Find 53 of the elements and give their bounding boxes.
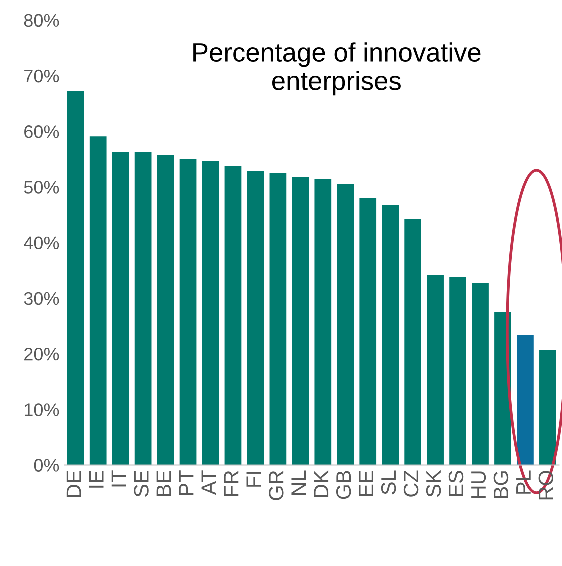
bar — [90, 136, 107, 466]
bar — [292, 177, 310, 466]
x-tick-label: ES — [448, 471, 464, 496]
x-tick-label: PL — [516, 470, 531, 494]
x-tick-label: DE — [66, 471, 82, 498]
x-tick-label: EE — [359, 471, 374, 496]
bar — [157, 156, 174, 466]
bar — [180, 159, 197, 466]
x-tick-label: GR — [269, 471, 284, 500]
bar — [67, 92, 84, 466]
x-tick-label: SL — [381, 470, 396, 495]
bar — [202, 161, 220, 466]
y-tick-label: 50% — [24, 181, 60, 194]
y-tick-label: 40% — [24, 236, 60, 250]
bar — [247, 171, 264, 466]
bar — [360, 198, 377, 466]
x-tick-label: IT — [112, 470, 126, 487]
bar — [517, 335, 534, 466]
y-tick-label: 10% — [25, 404, 60, 416]
y-tick-label: 30% — [24, 292, 60, 306]
bar — [314, 179, 332, 466]
y-tick-label: 0% — [34, 459, 60, 472]
text: Percentage of innovative enterprises — [194, 42, 481, 96]
bar — [134, 152, 152, 466]
x-tick-label: BE — [156, 471, 172, 496]
y-tick-label: 60% — [24, 126, 60, 138]
y-tick-label: 80% — [24, 14, 60, 28]
x-tick-label: HU — [472, 472, 486, 498]
bar — [540, 350, 556, 466]
x-tick-label: AT — [202, 470, 216, 496]
x-tick-label: SK — [426, 470, 442, 497]
bar — [112, 152, 130, 466]
x-tick-label: DK — [314, 470, 329, 498]
bar — [427, 275, 444, 466]
bar — [472, 283, 489, 466]
x-tick-label: BG — [494, 472, 509, 499]
x-tick-label: FI — [246, 472, 262, 487]
x-tick-label: IE — [89, 471, 104, 488]
bar — [224, 166, 242, 466]
bar — [404, 219, 422, 466]
bar — [270, 173, 287, 466]
x-tick-label: SE — [134, 471, 149, 497]
bar — [382, 206, 400, 466]
y-tick-label: 20% — [24, 348, 60, 361]
x-tick-label: CZ — [404, 470, 419, 497]
y-tick-label: 70% — [24, 70, 60, 83]
bar — [337, 184, 354, 466]
x-tick-label: RO — [538, 471, 554, 500]
bar — [450, 277, 466, 466]
x-tick-label: NL — [292, 470, 306, 496]
x-tick-label: FR — [224, 471, 239, 496]
x-tick-label: PT — [179, 470, 194, 496]
x-tick-label: GB — [336, 471, 352, 500]
